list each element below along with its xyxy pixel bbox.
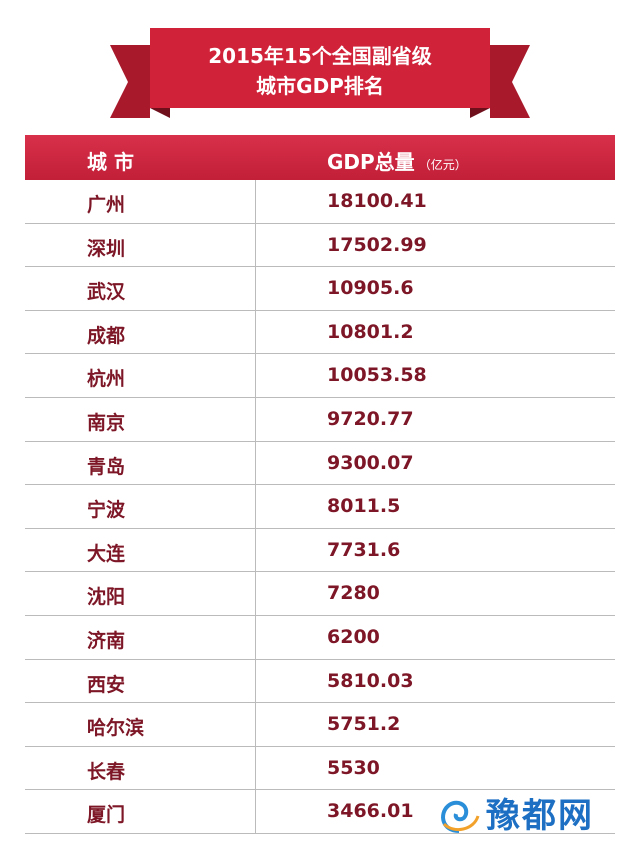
gdp-cell: 9300.07 — [327, 451, 414, 474]
table-body: 广州 18100.41 深圳 17502.99 武汉 10905.6 成都 10801.2 杭州… — [25, 180, 615, 834]
city-cell: 长春 — [87, 760, 126, 783]
city-cell: 西安 — [87, 673, 126, 696]
gdp-cell: 8011.5 — [327, 495, 401, 518]
city-cell: 广州 — [87, 194, 126, 216]
column-divider — [255, 180, 256, 834]
city-cell: 济南 — [87, 629, 126, 652]
column-header-text: GDP总量 — [327, 150, 415, 174]
title-line: 城市GDP排名 — [256, 74, 384, 98]
gdp-cell: 18100.41 — [327, 190, 427, 212]
table-row: 杭州 10053.58 — [25, 354, 615, 398]
title-banner — [110, 28, 530, 118]
city-cell: 沈阳 — [87, 586, 126, 609]
table-row: 济南 6200 — [25, 616, 615, 660]
gdp-cell: 7280 — [327, 582, 380, 605]
table-row: 厦门 3466.01 — [25, 790, 615, 834]
gdp-cell: 5810.03 — [327, 669, 414, 692]
city-cell: 大连 — [87, 542, 126, 565]
table-header: 城 市 GDP总量 （亿元） — [25, 135, 615, 180]
city-cell: 宁波 — [87, 499, 126, 522]
table-row: 深圳 17502.99 — [25, 224, 615, 268]
table-row: 沈阳 7280 — [25, 572, 615, 616]
gdp-cell: 17502.99 — [327, 233, 427, 256]
column-header: 城 市 — [87, 150, 134, 174]
table-row: 大连 7731.6 — [25, 529, 615, 573]
watermark: 豫都网 — [486, 796, 594, 836]
gdp-cell: 9720.77 — [327, 407, 414, 430]
table-row: 成都 10801.2 — [25, 311, 615, 355]
city-cell: 杭州 — [87, 368, 126, 391]
table-row: 青岛 9300.07 — [25, 442, 615, 486]
gdp-cell: 7731.6 — [327, 538, 401, 561]
city-cell: 南京 — [87, 411, 126, 434]
table: 城 市 GDP总量 （亿元） 广州 18100.41 深圳 17502.99 武汉 1090… — [25, 135, 615, 834]
gdp-cell: 6200 — [327, 625, 380, 648]
city-cell: 武汉 — [87, 281, 126, 304]
table-row: 南京 9720.77 — [25, 398, 615, 442]
gdp-cell: 10801.2 — [327, 320, 414, 343]
city-cell: 哈尔滨 — [87, 717, 145, 740]
city-cell: 深圳 — [87, 237, 126, 260]
table-row: 长春 5530 — [25, 747, 615, 791]
table-row: 武汉 10905.6 — [25, 267, 615, 311]
table-row: 广州 18100.41 — [25, 180, 615, 224]
city-cell: 青岛 — [87, 455, 126, 478]
gdp-cell: 5751.2 — [327, 713, 401, 736]
column-header: GDP总量 （亿元） — [327, 146, 467, 175]
table-row: 哈尔滨 5751.2 — [25, 703, 615, 747]
city-cell: 成都 — [87, 324, 126, 347]
gdp-cell: 5530 — [327, 756, 380, 779]
gdp-cell: 3466.01 — [327, 800, 414, 823]
gdp-cell: 10905.6 — [327, 277, 414, 300]
table-row: 西安 5810.03 — [25, 660, 615, 704]
gdp-cell: 10053.58 — [327, 364, 427, 387]
table-row: 宁波 8011.5 — [25, 485, 615, 529]
unit: （亿元） — [418, 158, 467, 172]
logo — [441, 800, 480, 833]
city-cell: 厦门 — [87, 804, 126, 827]
title-line: 2015年15个全国副省级 — [208, 44, 432, 68]
